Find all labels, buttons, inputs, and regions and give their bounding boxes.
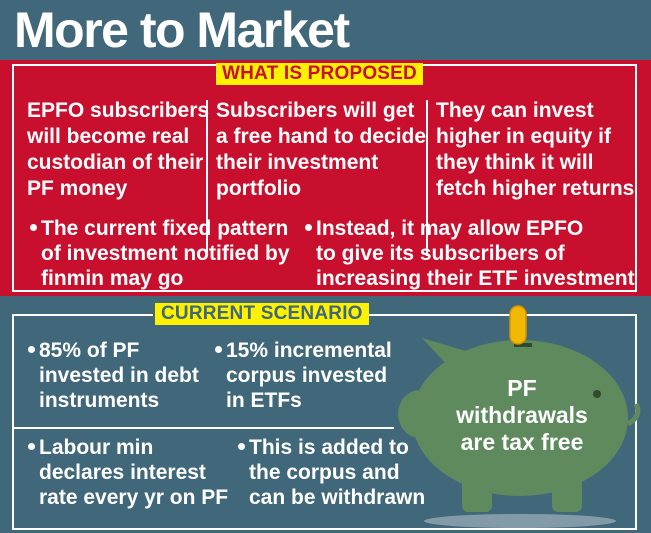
proposed-bullet-1: The current fixed pattern of investment … (30, 216, 290, 291)
piggy-snout (398, 390, 442, 438)
column-divider (426, 100, 428, 256)
text-line: This is added to (249, 436, 409, 459)
coin-slot (514, 343, 532, 347)
text-line: portfolio (216, 177, 302, 200)
text-line: in ETFs (226, 389, 302, 412)
text-line: PF money (27, 177, 128, 200)
text-line: They can invest (436, 99, 594, 122)
text-line: higher in equity if (436, 125, 612, 148)
text-line: 85% of PF (39, 339, 140, 362)
row-divider (14, 427, 394, 429)
bullet-icon (238, 443, 245, 450)
current-heading: CURRENT SCENARIO (155, 303, 369, 325)
text-line: increasing their ETF investment (316, 267, 635, 290)
text-line: corpus invested (226, 364, 388, 387)
column-divider (206, 100, 208, 256)
text-line: The current fixed pattern (41, 217, 289, 240)
text-line: instruments (39, 389, 160, 412)
text-line: the corpus and (249, 461, 400, 484)
text-line: can be withdrawn (249, 486, 426, 509)
text-line: declares interest (39, 461, 206, 484)
current-bullet-1: 85% of PF invested in debt instruments (28, 338, 199, 413)
bullet-icon (305, 224, 312, 231)
piggy-eye (593, 390, 601, 398)
text-line: 15% incremental (226, 339, 392, 362)
page-title: More to Market (14, 2, 350, 58)
piggy-bank-icon (398, 305, 641, 528)
text-line: fetch higher returns (436, 177, 635, 200)
text-line: will become real (27, 125, 190, 148)
piggy-caption: PF withdrawals are tax free (432, 375, 612, 456)
text-line: are tax free (460, 429, 584, 455)
text-line: a free hand to decide (216, 125, 427, 148)
proposed-point-1: EPFO subscribers will become real custod… (27, 98, 210, 202)
proposed-section: WHAT IS PROPOSED EPFO subscribers will b… (0, 60, 651, 296)
proposed-bullet-2: Instead, it may allow EPFO to give its s… (305, 216, 635, 291)
bullet-icon (215, 346, 222, 353)
text-line: withdrawals (456, 402, 588, 428)
proposed-point-3: They can invest higher in equity if they… (436, 98, 638, 202)
text-line: custodian of their (27, 151, 204, 174)
text-line: Labour min (39, 436, 154, 459)
frame-top-line (12, 314, 153, 316)
title-band: More to Market (0, 0, 651, 60)
proposed-heading: WHAT IS PROPOSED (216, 63, 423, 85)
text-line: PF (507, 375, 537, 401)
text-line: their investment (216, 151, 379, 174)
bullet-icon (28, 443, 35, 450)
bullet-icon (28, 346, 35, 353)
current-bullet-4: This is added to the corpus and can be w… (238, 435, 425, 510)
text-line: to give its subscribers of (316, 242, 565, 265)
text-line: Instead, it may allow EPFO (316, 217, 584, 240)
text-line: EPFO subscribers (27, 99, 210, 122)
bullet-icon (30, 224, 37, 231)
text-line: invested in debt (39, 364, 199, 387)
text-line: of investment notified by (41, 242, 290, 265)
coin-icon (509, 305, 527, 345)
piggy-body (412, 340, 628, 496)
current-bullet-3: Labour min declares interest rate every … (28, 435, 228, 510)
text-line: rate every yr on PF (39, 486, 229, 509)
piggy-shadow (424, 514, 616, 528)
text-line: Subscribers will get (216, 99, 415, 122)
text-line: finmin may go (41, 267, 184, 290)
current-frame (12, 314, 637, 530)
proposed-point-2: Subscribers will get a free hand to deci… (216, 98, 427, 202)
text-line: they think it will (436, 151, 594, 174)
frame-top-line (362, 314, 637, 316)
piggy-tail (626, 402, 641, 427)
current-bullet-2: 15% incremental corpus invested in ETFs (215, 338, 392, 413)
